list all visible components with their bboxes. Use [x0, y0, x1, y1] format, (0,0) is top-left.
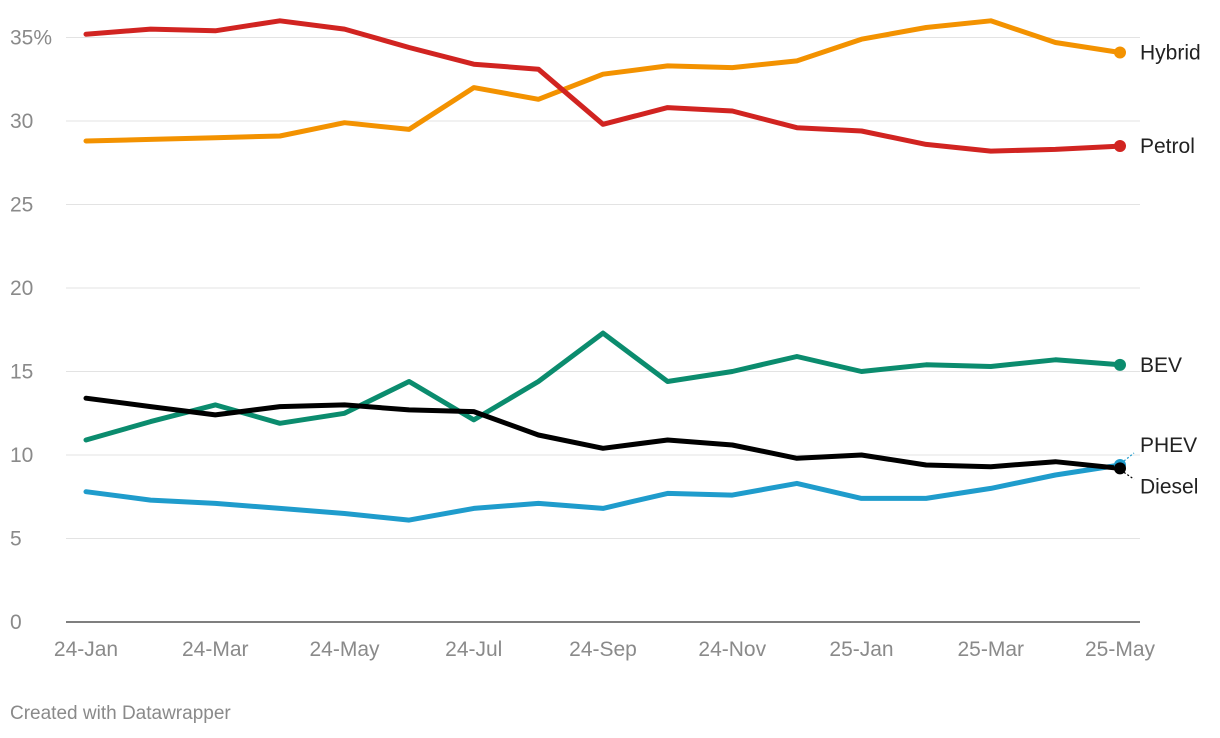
series-line-hybrid — [83, 18, 1123, 144]
y-tick-label: 0 — [10, 611, 22, 634]
x-tick-label: 24-Jan — [54, 638, 118, 661]
x-tick-label: 25-May — [1085, 638, 1156, 661]
x-tick-label: 25-Jan — [829, 638, 893, 661]
series-line-diesel — [83, 395, 1123, 471]
y-tick-label: 25 — [10, 194, 33, 217]
y-tick-label: 10 — [10, 444, 33, 467]
label-connector-phev — [1123, 452, 1135, 462]
series-label-diesel: Diesel — [1140, 475, 1198, 498]
x-tick-label: 24-Sep — [569, 638, 637, 661]
series-line-phev — [83, 462, 1123, 523]
series-label-phev: PHEV — [1140, 434, 1197, 457]
x-tick-label: 24-Nov — [698, 638, 766, 661]
series-line-petrol — [83, 18, 1123, 154]
series-labels: Hybrid Petrol BEV PHEV Diesel — [1114, 42, 1201, 498]
x-tick-label: 25-Mar — [957, 638, 1024, 661]
series-label-petrol: Petrol — [1140, 135, 1195, 158]
x-tick-label: 24-Mar — [182, 638, 249, 661]
series-label-bev: BEV — [1140, 354, 1182, 377]
series-lines — [83, 18, 1123, 523]
series-endpoint-petrol — [1114, 140, 1126, 153]
series-label-hybrid: Hybrid — [1140, 42, 1201, 65]
credit-text: Created with Datawrapper — [10, 703, 231, 724]
y-axis-ticks: 0 5 10 15 20 25 30 35% — [10, 27, 52, 635]
y-tick-label: 35% — [10, 27, 52, 50]
series-endpoint-diesel — [1114, 462, 1126, 475]
x-tick-label: 24-Jul — [445, 638, 502, 661]
series-line-bev — [83, 330, 1123, 443]
y-tick-label: 30 — [10, 110, 33, 133]
y-tick-label: 15 — [10, 361, 33, 384]
y-tick-label: 20 — [10, 277, 33, 300]
x-axis-ticks: 24-Jan 24-Mar 24-May 24-Jul 24-Sep 24-Nov 25-J… — [54, 638, 1156, 661]
series-endpoint-bev — [1114, 358, 1126, 371]
x-tick-label: 24-May — [309, 638, 380, 661]
y-tick-label: 5 — [10, 528, 22, 551]
label-connector-diesel — [1123, 471, 1135, 480]
series-endpoint-hybrid — [1114, 46, 1126, 59]
gridlines — [66, 37, 1140, 623]
